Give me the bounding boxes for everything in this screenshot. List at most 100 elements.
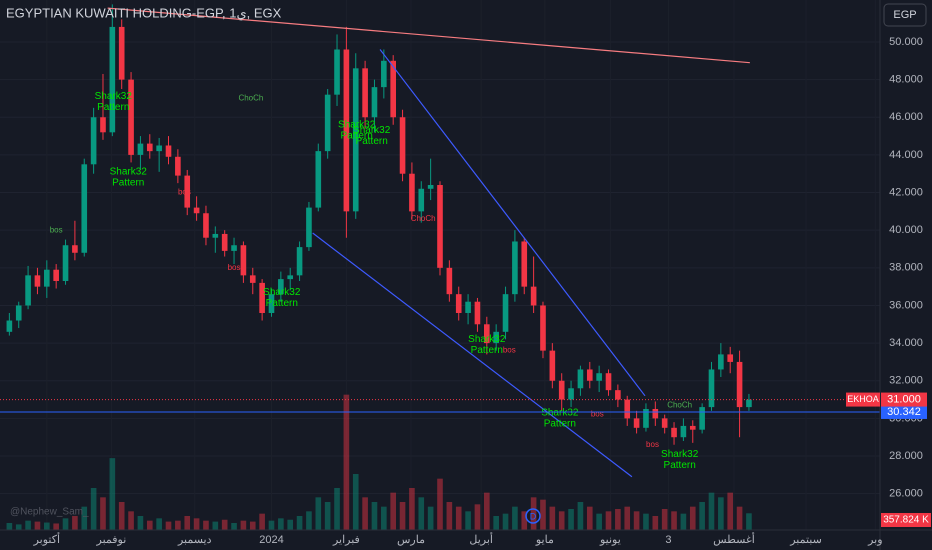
annotation-label: bos bbox=[178, 188, 191, 197]
x-tick-label: مايو bbox=[535, 534, 554, 546]
volume-bar bbox=[708, 492, 715, 530]
overlay-layer: Shark32PatternShark32PatternShark32Patte… bbox=[0, 7, 880, 478]
candle-body bbox=[493, 331, 499, 344]
volume-bar bbox=[502, 513, 509, 530]
annotation-label: bos bbox=[50, 225, 63, 234]
candle-body bbox=[146, 143, 153, 152]
volume-bar bbox=[352, 474, 359, 530]
trendline bbox=[107, 7, 750, 64]
candle-body bbox=[390, 60, 396, 118]
annotation-label: bos bbox=[591, 410, 604, 419]
x-tick-label: فبراير bbox=[332, 534, 360, 546]
volume-bar bbox=[212, 521, 219, 530]
candle-layer bbox=[6, 4, 752, 445]
y-tick-label: 34.000 bbox=[889, 337, 923, 349]
annotation-label: Pattern bbox=[112, 177, 144, 188]
volume-bar bbox=[362, 497, 368, 530]
volume-bar bbox=[474, 504, 481, 530]
candle-body bbox=[661, 418, 668, 428]
candle-body bbox=[6, 320, 13, 332]
chart-title: EGYPTIAN KUWAITI HOLDING-EGP, 1ي, EGX bbox=[6, 5, 282, 20]
x-tick-label: سبتمبر bbox=[789, 534, 822, 546]
volume-bar bbox=[624, 506, 631, 530]
dividend-icon[interactable] bbox=[525, 508, 541, 524]
candle-body bbox=[287, 275, 294, 280]
annotation-label: Shark32 bbox=[338, 119, 376, 130]
volume-bar bbox=[540, 499, 546, 530]
y-tick-label: 38.000 bbox=[889, 262, 923, 274]
volume-bar bbox=[72, 516, 78, 530]
y-tick-label: 48.000 bbox=[889, 74, 923, 86]
reference-tag bbox=[881, 404, 927, 419]
volume-bar bbox=[109, 458, 116, 530]
annotation-label: Pattern bbox=[341, 130, 373, 141]
volume-bar bbox=[203, 520, 209, 530]
volume-bar bbox=[399, 502, 406, 530]
annotation-label: Pattern bbox=[356, 136, 388, 147]
x-tick-label: نوفمبر bbox=[96, 534, 127, 546]
candle-body bbox=[708, 369, 715, 408]
candle-body bbox=[502, 294, 509, 332]
last-price-tag-label: 31.000 bbox=[887, 393, 921, 405]
candle-body bbox=[62, 245, 69, 281]
candle-body bbox=[680, 425, 687, 438]
trendline bbox=[379, 49, 646, 397]
x-tick-label: 3 bbox=[665, 534, 671, 546]
volume-bar bbox=[689, 506, 696, 530]
volume-bar bbox=[493, 516, 499, 530]
volume-bar bbox=[44, 522, 50, 530]
candle-body bbox=[474, 301, 481, 325]
candle-body bbox=[193, 207, 200, 214]
x-tick-label: أغسطس bbox=[713, 532, 755, 546]
volume-bar bbox=[259, 513, 265, 530]
candle-body bbox=[718, 354, 724, 370]
annotation-label: Pattern bbox=[664, 460, 696, 471]
volume-bar bbox=[615, 509, 621, 530]
volume-bar bbox=[221, 519, 228, 530]
y-tick-label: 32.000 bbox=[889, 375, 923, 387]
candle-body bbox=[549, 350, 556, 381]
volume-bar bbox=[568, 509, 574, 530]
volume-bar bbox=[437, 478, 443, 530]
volume-bar bbox=[718, 497, 724, 530]
volume-bar bbox=[605, 511, 612, 530]
candle-body bbox=[334, 49, 340, 95]
annotation-label: bos bbox=[646, 440, 659, 449]
annotation-label: Shark32 bbox=[541, 407, 579, 418]
volume-bar bbox=[427, 506, 434, 530]
annotation-label: bos bbox=[228, 263, 241, 272]
annotation-label: Shark32 bbox=[110, 166, 148, 177]
candle-body bbox=[343, 49, 350, 212]
candle-body bbox=[746, 399, 752, 408]
currency-label[interactable]: EGP bbox=[893, 9, 916, 21]
candle-body bbox=[409, 173, 415, 212]
volume-bar bbox=[409, 488, 415, 530]
annotation-label: Pattern bbox=[97, 102, 129, 113]
annotation-label: Pattern bbox=[266, 298, 298, 309]
candle-body bbox=[100, 117, 106, 133]
currency-button[interactable] bbox=[883, 3, 927, 27]
volume-bar bbox=[455, 506, 462, 530]
volume-bar bbox=[596, 513, 602, 530]
volume-bar bbox=[521, 511, 528, 530]
volume-bar bbox=[34, 521, 41, 530]
volume-bar bbox=[315, 497, 322, 530]
candle-body bbox=[446, 267, 453, 295]
volume-bar bbox=[296, 516, 303, 530]
candle-body bbox=[240, 245, 247, 276]
x-tick-label: مارس bbox=[397, 534, 425, 546]
candle-body bbox=[399, 117, 406, 174]
y-tick-label: 36.000 bbox=[889, 299, 923, 311]
volume-bar bbox=[586, 506, 593, 530]
annotation-label: Shark32 bbox=[353, 125, 391, 136]
candle-body bbox=[455, 294, 462, 313]
dividend-icon-letter[interactable]: D bbox=[530, 511, 537, 521]
volume-bar bbox=[175, 520, 181, 530]
candle-body bbox=[72, 245, 78, 253]
candle-body bbox=[699, 407, 705, 430]
candle-body bbox=[352, 68, 359, 212]
volume-bar bbox=[746, 513, 752, 530]
x-tick-label: أبريل bbox=[469, 532, 493, 546]
volume-bar bbox=[558, 511, 565, 530]
